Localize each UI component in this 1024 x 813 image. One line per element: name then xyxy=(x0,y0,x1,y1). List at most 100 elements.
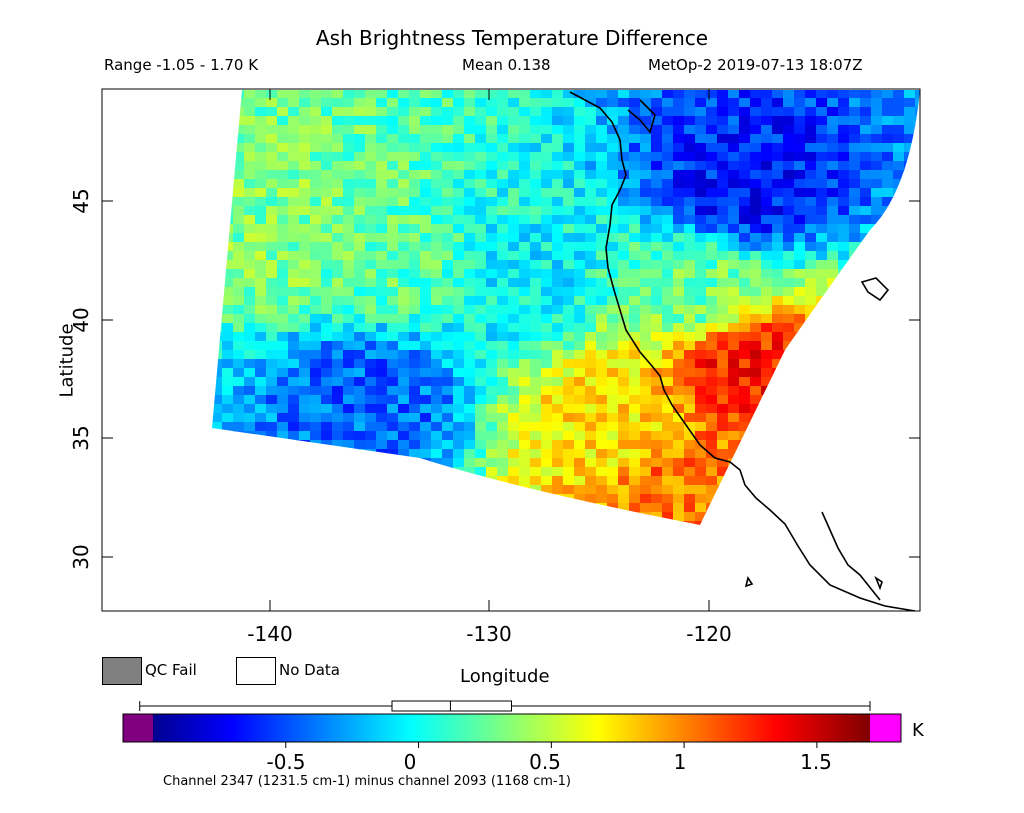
data-cell xyxy=(310,296,322,306)
data-cell xyxy=(464,404,476,414)
data-cell xyxy=(277,332,289,342)
data-cell xyxy=(915,98,920,108)
data-cell xyxy=(486,350,498,360)
data-cell xyxy=(816,260,828,270)
data-cell xyxy=(618,305,630,315)
data-cell xyxy=(552,269,564,279)
data-cell xyxy=(618,188,630,198)
data-cell xyxy=(607,323,619,333)
data-cell xyxy=(662,179,674,189)
data-cell xyxy=(519,98,531,108)
x-tick-label: -140 xyxy=(247,622,292,646)
data-cell xyxy=(585,296,597,306)
data-cell xyxy=(266,224,278,234)
data-cell xyxy=(420,287,432,297)
data-cell xyxy=(486,215,498,225)
data-cell xyxy=(629,440,641,450)
data-cell xyxy=(497,476,509,486)
data-cell xyxy=(420,170,432,180)
data-cell xyxy=(640,242,652,252)
data-cell xyxy=(541,377,553,387)
data-cell xyxy=(288,359,300,369)
data-cell xyxy=(464,134,476,144)
data-cell xyxy=(585,125,597,135)
data-cell xyxy=(530,314,542,324)
data-cell xyxy=(442,395,454,405)
data-cell xyxy=(486,233,498,243)
data-cell xyxy=(453,188,465,198)
data-cell xyxy=(519,278,531,288)
data-cell xyxy=(486,170,498,180)
data-cell xyxy=(673,359,685,369)
data-cell xyxy=(519,449,531,459)
data-cell xyxy=(376,431,388,441)
data-cell xyxy=(783,152,795,162)
data-cell xyxy=(376,107,388,117)
data-cell xyxy=(464,269,476,279)
data-cell xyxy=(640,386,652,396)
data-cell xyxy=(607,377,619,387)
data-cell xyxy=(651,413,663,423)
data-cell xyxy=(464,278,476,288)
data-cell xyxy=(255,233,267,243)
data-cell xyxy=(398,152,410,162)
data-cell xyxy=(409,269,421,279)
data-cell xyxy=(497,332,509,342)
data-cell xyxy=(398,377,410,387)
data-cell xyxy=(266,206,278,216)
data-cell xyxy=(563,278,575,288)
data-cell xyxy=(222,251,234,261)
data-cell xyxy=(310,233,322,243)
data-cell xyxy=(354,332,366,342)
data-cell xyxy=(332,90,344,99)
data-cell xyxy=(574,224,586,234)
data-cell xyxy=(684,305,696,315)
data-cell xyxy=(398,431,410,441)
data-cell xyxy=(266,242,278,252)
data-cell xyxy=(310,431,322,441)
data-cell xyxy=(772,323,784,333)
data-cell xyxy=(706,449,718,459)
data-cell xyxy=(871,125,883,135)
data-cell xyxy=(838,215,850,225)
data-cell xyxy=(310,161,322,171)
data-cell xyxy=(387,116,399,126)
data-cell xyxy=(651,90,663,99)
data-cell xyxy=(475,278,487,288)
data-cell xyxy=(717,179,729,189)
data-cell xyxy=(365,260,377,270)
data-cell xyxy=(244,314,256,324)
data-cell xyxy=(508,233,520,243)
data-cell xyxy=(453,224,465,234)
data-cell xyxy=(453,287,465,297)
data-cell xyxy=(717,431,729,441)
data-cell xyxy=(706,251,718,261)
data-cell xyxy=(607,206,619,216)
data-cell xyxy=(739,359,751,369)
data-cell xyxy=(629,278,641,288)
data-cell xyxy=(574,323,586,333)
data-cell xyxy=(530,467,542,477)
data-cell xyxy=(541,404,553,414)
data-cell xyxy=(695,233,707,243)
data-cell xyxy=(761,314,773,324)
data-cell xyxy=(387,152,399,162)
data-cell xyxy=(497,296,509,306)
data-cell xyxy=(475,296,487,306)
data-cell xyxy=(783,188,795,198)
data-cell xyxy=(882,107,894,117)
data-cell xyxy=(244,296,256,306)
data-cell xyxy=(794,305,806,315)
data-cell xyxy=(475,350,487,360)
data-cell xyxy=(684,296,696,306)
data-cell xyxy=(486,188,498,198)
data-cell xyxy=(618,377,630,387)
data-cell xyxy=(354,323,366,333)
data-cell xyxy=(332,179,344,189)
data-cell xyxy=(288,350,300,360)
data-cell xyxy=(739,98,751,108)
data-cell xyxy=(343,359,355,369)
data-cell xyxy=(464,152,476,162)
data-cell xyxy=(882,98,894,108)
data-cell xyxy=(233,215,245,225)
